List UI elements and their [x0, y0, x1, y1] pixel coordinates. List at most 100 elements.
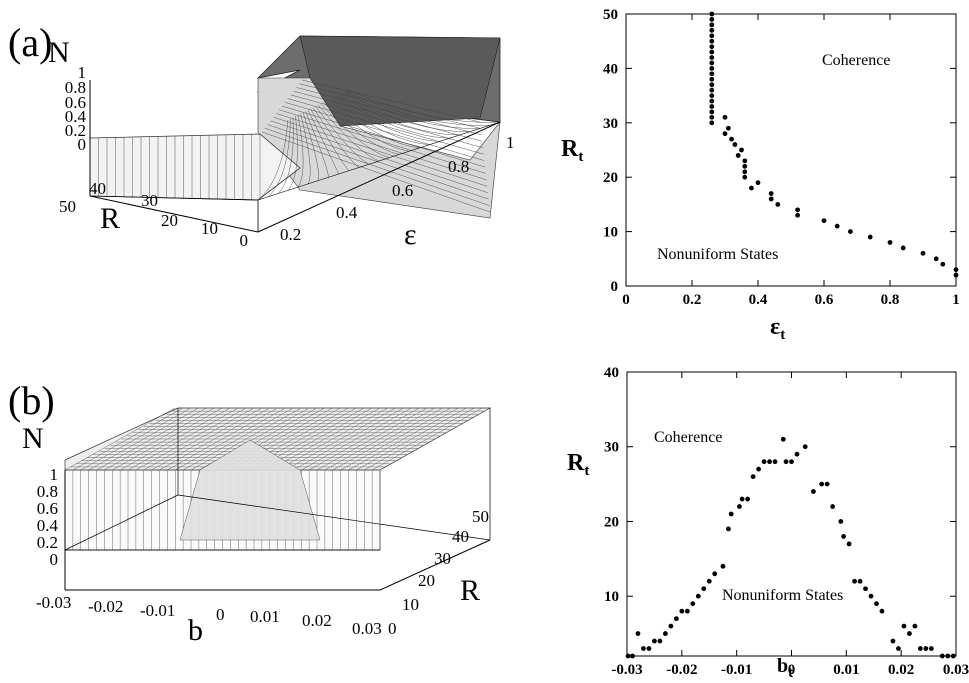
data-point [630, 653, 635, 659]
scatter-b-frame [626, 371, 957, 657]
data-point [709, 114, 715, 120]
tick-label: 0.2 [37, 533, 58, 552]
mesh-line [337, 94, 460, 136]
tick-label: 10 [402, 595, 419, 614]
data-point [709, 22, 715, 28]
data-point [709, 49, 715, 55]
mesh-line [340, 93, 470, 132]
data-point [819, 481, 825, 487]
mesh-line [273, 116, 488, 187]
mesh-line [270, 120, 488, 193]
y-tick-label: 30 [604, 440, 619, 456]
data-point [725, 125, 731, 131]
x-tick-label: 0.6 [815, 292, 834, 308]
tick-label: 0.6 [37, 499, 58, 518]
tick-label: 0 [240, 231, 249, 250]
scatter-a-y-label: Rt [561, 136, 583, 165]
surface-a-front-edge [257, 121, 501, 201]
data-point [857, 578, 863, 584]
data-point [739, 496, 745, 502]
surface-b-y-label: R [460, 574, 480, 607]
axis-label-sub: t [578, 149, 583, 165]
tick-label: -0.03 [36, 593, 71, 612]
data-point [728, 511, 734, 517]
tick-label: 0 [50, 550, 59, 569]
data-point [767, 459, 772, 465]
data-point [768, 196, 774, 202]
data-point [750, 474, 756, 480]
data-point [726, 526, 731, 532]
x-tick-label: 0 [622, 292, 630, 308]
surface-b-y-ticks: 0 10 20 30 40 50 [388, 507, 489, 638]
data-point [625, 653, 631, 659]
data-point [706, 578, 712, 584]
mesh-line [320, 103, 390, 158]
data-point [739, 147, 744, 153]
axis-label-main: R [561, 136, 579, 162]
surface-b-y-axis [379, 539, 491, 591]
surface-a-mesh [89, 79, 501, 213]
data-point [900, 245, 906, 251]
scatter-b-annotation-coherence: Coherence [654, 429, 722, 446]
mesh-line [301, 79, 481, 123]
scatter-b-y-label: Rt [567, 450, 589, 479]
data-point [772, 459, 778, 465]
mesh-line [332, 97, 440, 142]
mesh-line [305, 111, 329, 178]
axis-label-main: ε [770, 314, 780, 340]
tick-label: 0.03 [352, 619, 382, 638]
tick-label: 0 [216, 605, 225, 624]
data-point [709, 120, 715, 126]
x-tick-label: 0.2 [683, 292, 702, 308]
surface-a-base-edge [89, 195, 259, 201]
mesh-line [257, 119, 289, 201]
surface-a-y-ticks: 50 40 30 20 10 0 [59, 179, 248, 250]
tick-label: 0.6 [65, 93, 86, 112]
surface-plot-b: 1 0.8 0.6 0.4 0.2 0 N -0.03 -0.02 -0.01 … [22, 407, 492, 647]
tick-label: 30 [434, 549, 451, 568]
data-point [933, 256, 939, 262]
data-point [940, 261, 946, 267]
data-point [756, 466, 761, 472]
tick-label: 0.01 [250, 607, 280, 626]
data-point [709, 104, 715, 109]
surface-a-y-axis [89, 195, 259, 233]
data-point [709, 66, 715, 71]
data-point [722, 131, 728, 137]
x-tick-label: 0.4 [749, 292, 768, 308]
surface-a-x-ticks: 0.2 0.4 0.6 0.8 1 [280, 133, 515, 244]
data-point [709, 82, 715, 88]
data-point [939, 653, 945, 659]
data-point [709, 71, 715, 77]
data-point [928, 646, 934, 651]
data-point [709, 38, 715, 44]
scatter-b-points [625, 436, 956, 659]
data-point [749, 185, 754, 191]
panel-label-a: (a) [8, 20, 52, 65]
surface-b-dip [179, 439, 321, 541]
data-point [863, 586, 868, 592]
data-point [802, 444, 808, 450]
data-point [901, 623, 907, 629]
data-point [920, 250, 926, 256]
tick-label: 0.6 [392, 181, 413, 200]
mesh-line [276, 113, 487, 181]
x-tick-label: 0.02 [888, 662, 914, 678]
mesh-line [279, 109, 486, 174]
data-point [709, 98, 715, 104]
data-point [945, 653, 951, 659]
surface-a-floor [89, 133, 301, 201]
tick-label: 40 [452, 527, 469, 546]
data-point [795, 212, 800, 218]
data-point [709, 11, 715, 17]
axis-label-main: b [777, 655, 788, 677]
x-tick-label: -0.03 [611, 662, 642, 678]
data-point [783, 459, 789, 465]
tick-label: 0.4 [336, 203, 358, 222]
axis-label-sub: t [788, 665, 793, 681]
tick-label: 0 [78, 135, 87, 154]
data-point [761, 459, 767, 465]
data-point [709, 33, 715, 39]
